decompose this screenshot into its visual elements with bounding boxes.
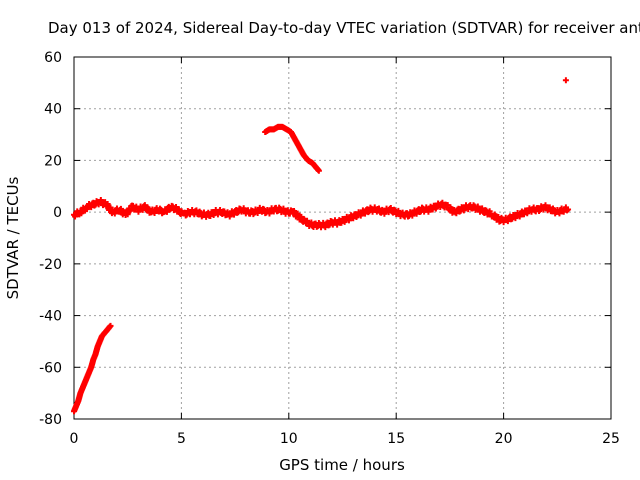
data-point [556, 210, 563, 217]
y-tick-label: -60 [39, 360, 62, 376]
y-tick-label: 0 [53, 205, 62, 221]
data-point [565, 206, 572, 213]
data-point [562, 77, 569, 84]
data-point [280, 205, 287, 212]
data-point [542, 202, 549, 209]
data-point [107, 322, 114, 329]
x-tick-label: 15 [387, 431, 405, 447]
y-tick-label: 60 [44, 50, 62, 66]
data-point [350, 215, 357, 222]
data-point [231, 211, 238, 218]
x-tick-label: 0 [70, 431, 79, 447]
data-point [72, 213, 79, 220]
data-point [439, 199, 446, 206]
y-axis-label: SDTVAR / TECUs [4, 176, 22, 299]
data-point [111, 210, 118, 217]
series-main-band [71, 197, 572, 231]
axis-ticks: 0 5 10 15 20 25 -80 -60 -40 -20 0 20 40 60 [39, 50, 620, 447]
data-point [387, 204, 394, 211]
series-outlier [562, 77, 569, 84]
data-point [88, 204, 95, 211]
y-tick-label: -80 [39, 412, 62, 428]
data-point [413, 210, 420, 217]
y-tick-label: -40 [39, 309, 62, 325]
data-point [315, 167, 322, 174]
data-point [207, 212, 214, 219]
x-axis-label: GPS time / hours [279, 456, 405, 474]
series-elevated-segment [262, 123, 322, 174]
data-point [546, 204, 553, 211]
x-tick-label: 20 [495, 431, 513, 447]
data-point [504, 218, 511, 225]
x-tick-label: 25 [602, 431, 620, 447]
data-point [322, 224, 329, 231]
series-early-decay-segment [71, 322, 114, 415]
data-point [97, 197, 104, 204]
data-point [479, 205, 486, 212]
plot-frame [73, 56, 612, 420]
y-tick-label: 20 [44, 153, 62, 169]
data-point [217, 207, 224, 214]
y-tick-label: -20 [39, 257, 62, 273]
data-point [254, 210, 261, 217]
x-tick-label: 5 [177, 431, 186, 447]
grid [74, 57, 611, 419]
data-point [376, 205, 383, 212]
data-point [453, 210, 460, 217]
data-point [151, 209, 158, 216]
x-tick-label: 10 [280, 431, 298, 447]
data-point [362, 210, 369, 217]
data-point [308, 219, 315, 226]
data-marks [71, 77, 572, 415]
data-point [516, 213, 523, 220]
y-tick-label: 40 [44, 102, 62, 118]
data-point [193, 207, 200, 214]
data-point [345, 217, 352, 224]
data-point [425, 208, 432, 215]
chart-title: Day 013 of 2024, Sidereal Day-to-day VTE… [48, 19, 640, 37]
